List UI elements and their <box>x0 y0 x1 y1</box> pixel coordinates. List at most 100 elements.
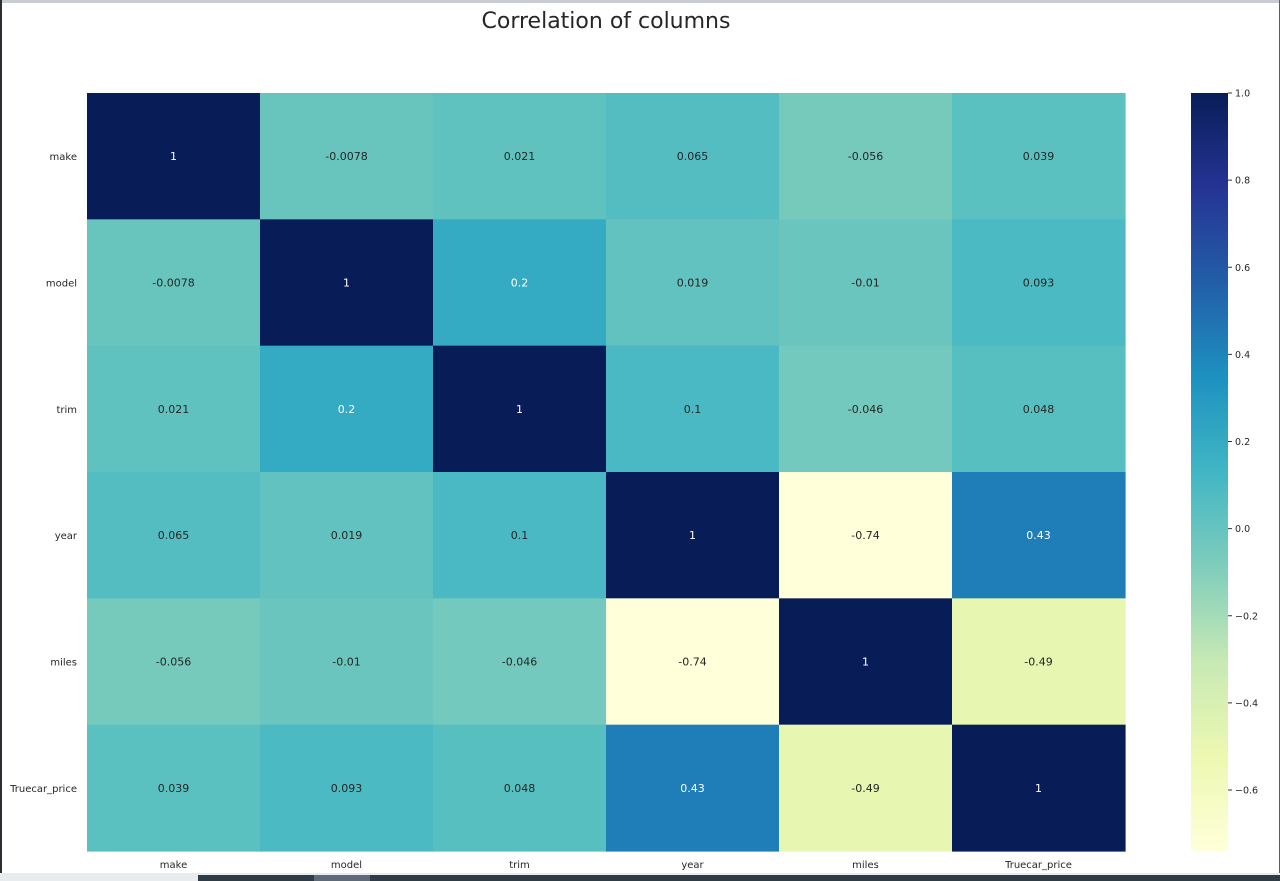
cell-value-label: -0.046 <box>848 403 883 416</box>
heatmap-cell <box>952 472 1126 599</box>
cell-value-label: -0.01 <box>332 656 360 669</box>
cell-value-label: 0.1 <box>684 403 702 416</box>
heatmap-cell <box>433 219 607 347</box>
cell-value-label: -0.056 <box>156 656 191 669</box>
cell-value-label: 1 <box>1035 782 1042 795</box>
heatmap-cell <box>433 345 607 473</box>
cell-value-label: 0.2 <box>511 277 529 290</box>
heatmap-cell <box>952 219 1126 347</box>
cell-value-label: 0.093 <box>1023 277 1055 290</box>
heatmap-cell <box>606 472 780 599</box>
colorbar-tick-label: −0.2 <box>1235 611 1258 622</box>
heatmap-cell <box>952 724 1126 852</box>
chart-title: Correlation of columns <box>482 9 731 34</box>
cell-value-label: 0.1 <box>511 529 529 542</box>
heatmap-cell <box>606 724 780 852</box>
colorbar-tick-label: 0.0 <box>1235 524 1250 535</box>
heatmap-cell <box>433 93 607 220</box>
heatmap-cell <box>87 724 261 852</box>
heatmap-cell <box>260 472 434 599</box>
colorbar-tick-label: −0.6 <box>1235 786 1258 797</box>
y-tick-label: model <box>46 279 77 290</box>
x-tick-label: trim <box>509 860 530 871</box>
x-tick-label: model <box>331 860 362 871</box>
cell-value-label: 0.039 <box>1023 150 1055 163</box>
heatmap-cell <box>606 345 780 473</box>
colorbar <box>1191 93 1228 851</box>
heatmap-cell <box>606 219 780 347</box>
y-axis: make model trim year miles Truecar_price <box>9 152 78 795</box>
heatmap-cell <box>260 219 434 347</box>
cell-value-label: 0.43 <box>680 782 705 795</box>
cell-value-label: 0.065 <box>158 529 190 542</box>
cell-value-label: 0.039 <box>158 782 190 795</box>
colorbar-tick-label: −0.4 <box>1235 698 1258 709</box>
heatmap-cell <box>952 345 1126 473</box>
x-tick-label: Truecar_price <box>1004 860 1072 871</box>
y-tick-label: year <box>55 531 78 542</box>
cell-value-label: 0.019 <box>331 529 363 542</box>
heatmap-cell <box>606 93 780 220</box>
cell-value-label: -0.0078 <box>325 150 367 163</box>
heatmap-cell-labels: 1 -0.0078 0.021 0.065 -0.056 0.039 -0.0078 1 0.2… <box>152 150 1054 795</box>
heatmap-cell <box>779 93 953 220</box>
colorbar-tick-label: 1.0 <box>1235 89 1250 100</box>
heatmap-cell <box>87 93 261 220</box>
cell-value-label: -0.056 <box>848 150 883 163</box>
cell-value-label: 0.048 <box>504 782 536 795</box>
cell-value-label: 0.021 <box>158 403 190 416</box>
cell-value-label: -0.74 <box>678 656 706 669</box>
heatmap-cell <box>952 598 1126 726</box>
heatmap-cell <box>779 472 953 599</box>
cell-value-label: 0.2 <box>338 403 356 416</box>
cell-value-label: 1 <box>862 656 869 669</box>
colorbar-tick-label: 0.8 <box>1235 176 1250 187</box>
cell-value-label: 1 <box>516 403 523 416</box>
heatmap-cell <box>260 598 434 726</box>
colorbar-tick-label: 0.6 <box>1235 263 1250 274</box>
x-tick-label: year <box>681 860 704 871</box>
y-tick-label: make <box>50 152 77 163</box>
window-top-border <box>0 0 1280 3</box>
cell-value-label: 1 <box>170 150 177 163</box>
cell-value-label: -0.0078 <box>152 277 194 290</box>
cell-value-label: -0.49 <box>851 782 879 795</box>
x-tick-label: make <box>160 860 187 871</box>
cell-value-label: 1 <box>689 529 696 542</box>
x-axis: make model trim year miles Truecar_price <box>160 860 1072 871</box>
heatmap-cell <box>779 598 953 726</box>
heatmap-cell <box>87 219 261 347</box>
cell-value-label: 0.43 <box>1026 529 1051 542</box>
heatmap-cell <box>433 472 607 599</box>
heatmap-cell <box>260 724 434 852</box>
y-tick-label: Truecar_price <box>9 784 77 795</box>
cell-value-label: 1 <box>343 277 350 290</box>
cell-value-label: 0.021 <box>504 150 536 163</box>
y-tick-label: miles <box>50 658 77 669</box>
window-left-border <box>0 0 2 881</box>
cell-value-label: 0.093 <box>331 782 363 795</box>
cell-value-label: 0.019 <box>677 277 709 290</box>
heatmap-cell <box>779 219 953 347</box>
x-tick-label: miles <box>852 860 879 871</box>
horizontal-scrollbar-thumb[interactable] <box>314 875 370 881</box>
horizontal-scrollbar[interactable] <box>198 875 1280 881</box>
heatmap-cell <box>260 93 434 220</box>
colorbar-tick-label: 0.4 <box>1235 350 1250 361</box>
heatmap-cell <box>260 345 434 473</box>
cell-value-label: 0.065 <box>677 150 709 163</box>
heatmap-cell <box>87 598 261 726</box>
cell-value-label: -0.01 <box>851 277 879 290</box>
heatmap-cell <box>433 724 607 852</box>
heatmap-cell <box>779 345 953 473</box>
cell-value-label: -0.49 <box>1024 656 1052 669</box>
heatmap-cell <box>87 345 261 473</box>
colorbar-ticks: 1.0 0.8 0.6 0.4 0.2 0.0 −0.2 −0.4 −0.6 <box>1228 89 1258 797</box>
heatmap-cell <box>779 724 953 852</box>
y-tick-label: trim <box>56 405 77 416</box>
cell-value-label: -0.74 <box>851 529 879 542</box>
cell-value-label: -0.046 <box>502 656 537 669</box>
heatmap-cell <box>87 472 261 599</box>
heatmap-cell <box>606 598 780 726</box>
